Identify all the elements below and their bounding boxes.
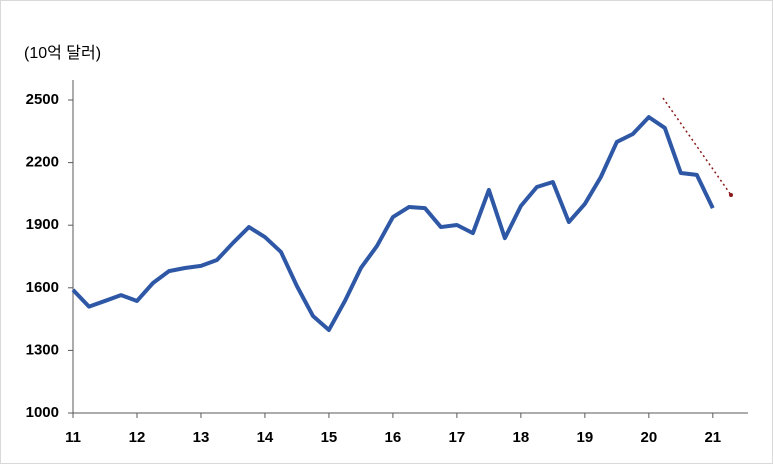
- y-tick-label: 1300: [26, 341, 59, 358]
- y-tick-label: 1000: [26, 404, 59, 421]
- y-axis-label: (10억 달러): [24, 44, 101, 62]
- x-tick-label: 21: [704, 429, 721, 446]
- x-tick-label: 16: [385, 429, 402, 446]
- x-tick-label: 15: [321, 429, 338, 446]
- x-tick-label: 18: [513, 429, 530, 446]
- x-tick-label: 11: [65, 429, 81, 446]
- y-tick-label: 2500: [26, 91, 59, 108]
- x-tick-label: 19: [577, 429, 594, 446]
- trend-end: [729, 193, 733, 197]
- y-tick-label: 1900: [26, 216, 59, 233]
- x-tick-label: 13: [193, 429, 210, 446]
- x-tick-label: 12: [129, 429, 146, 446]
- y-tick-label: 1600: [26, 279, 59, 296]
- x-tick-label: 14: [257, 429, 274, 446]
- x-tick-label: 17: [449, 429, 466, 446]
- x-tick-label: 20: [640, 429, 657, 446]
- data-line: [71, 115, 715, 332]
- y-tick-label: 2200: [26, 154, 59, 171]
